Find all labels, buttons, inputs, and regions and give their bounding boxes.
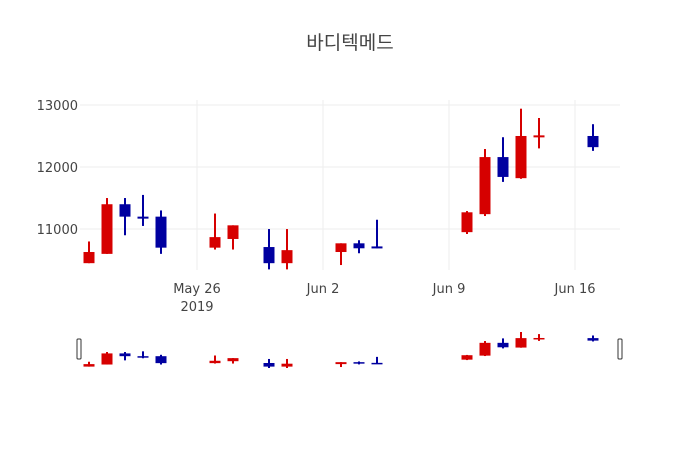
slider-candle bbox=[371, 356, 383, 365]
candle[interactable] bbox=[155, 210, 167, 254]
slider-candle bbox=[353, 361, 365, 365]
candle[interactable] bbox=[137, 194, 149, 226]
candle[interactable] bbox=[587, 124, 599, 151]
candle[interactable] bbox=[227, 225, 239, 250]
slider-candle bbox=[497, 338, 509, 349]
candle[interactable] bbox=[101, 198, 113, 254]
candle[interactable] bbox=[281, 229, 293, 270]
range-slider-right-handle[interactable] bbox=[617, 338, 623, 360]
slider-candle bbox=[263, 358, 275, 368]
x-tick-label: Jun 16 bbox=[554, 282, 596, 297]
candle[interactable] bbox=[83, 241, 95, 264]
x-tick-year-label: 2019 bbox=[180, 300, 213, 315]
y-axis-ticks: 11000 12000 13000 bbox=[37, 99, 78, 238]
x-tick-label: Jun 2 bbox=[306, 282, 340, 297]
candle[interactable] bbox=[119, 198, 131, 236]
candle[interactable] bbox=[533, 117, 545, 149]
slider-candle bbox=[119, 352, 131, 361]
slider-candle bbox=[155, 354, 167, 365]
candle[interactable] bbox=[479, 149, 491, 217]
candle[interactable] bbox=[371, 219, 383, 249]
slider-candle bbox=[335, 362, 347, 368]
slider-candle bbox=[515, 332, 527, 348]
x-tick-label: May 26 bbox=[173, 282, 221, 297]
slider-candle bbox=[587, 335, 599, 342]
slider-candle bbox=[101, 352, 113, 365]
candle[interactable] bbox=[497, 137, 509, 182]
y-tick-label: 12000 bbox=[37, 161, 78, 176]
candle[interactable] bbox=[515, 108, 527, 179]
range-slider[interactable] bbox=[76, 332, 623, 368]
slider-candle bbox=[137, 351, 149, 359]
slider-candle bbox=[83, 361, 95, 367]
slider-candle bbox=[479, 341, 491, 357]
x-tick-label: Jun 9 bbox=[432, 282, 466, 297]
candle[interactable] bbox=[461, 211, 473, 235]
slider-candle bbox=[533, 334, 545, 341]
candle[interactable] bbox=[335, 243, 347, 266]
candle[interactable] bbox=[353, 240, 365, 254]
slider-candle bbox=[209, 355, 221, 364]
x-axis-ticks: May 26 2019 Jun 2 Jun 9 Jun 16 bbox=[173, 282, 595, 315]
gridlines bbox=[80, 100, 620, 270]
candle[interactable] bbox=[209, 213, 221, 250]
candles[interactable] bbox=[83, 108, 599, 270]
slider-candle bbox=[461, 354, 473, 361]
y-tick-label: 11000 bbox=[37, 223, 78, 238]
slider-candle bbox=[281, 358, 293, 368]
slider-candle bbox=[227, 358, 239, 364]
chart-title: 바디텍메드 bbox=[306, 32, 394, 54]
range-slider-left-handle[interactable] bbox=[76, 338, 82, 360]
y-tick-label: 13000 bbox=[37, 99, 78, 114]
candle[interactable] bbox=[263, 229, 275, 270]
